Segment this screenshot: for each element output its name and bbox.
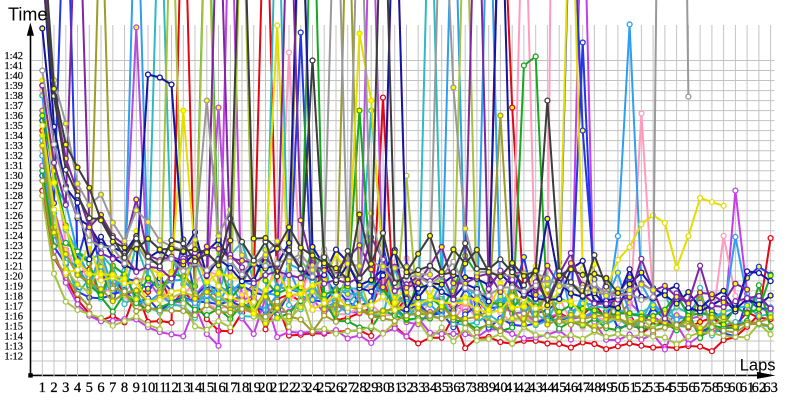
svg-text:1:42: 1:42 (4, 51, 23, 62)
svg-text:1:20: 1:20 (4, 271, 23, 282)
svg-text:38: 38 (470, 380, 485, 396)
svg-text:1:25: 1:25 (4, 221, 23, 232)
svg-text:14: 14 (188, 380, 203, 396)
svg-text:1:39: 1:39 (4, 81, 23, 92)
svg-text:26: 26 (329, 380, 344, 396)
svg-text:49: 49 (599, 380, 614, 396)
svg-text:59: 59 (716, 380, 731, 396)
svg-text:1:22: 1:22 (4, 251, 23, 262)
svg-text:1:17: 1:17 (4, 301, 23, 312)
svg-text:12: 12 (164, 380, 179, 396)
svg-text:2: 2 (50, 380, 57, 396)
svg-text:11: 11 (153, 380, 167, 396)
svg-text:54: 54 (658, 380, 673, 396)
svg-text:1:33: 1:33 (4, 141, 23, 152)
svg-text:1:37: 1:37 (4, 101, 23, 112)
svg-text:40: 40 (493, 380, 508, 396)
svg-text:1:18: 1:18 (4, 291, 23, 302)
svg-text:56: 56 (681, 380, 696, 396)
svg-text:42: 42 (517, 380, 532, 396)
svg-text:6: 6 (97, 380, 104, 396)
svg-text:39: 39 (481, 380, 496, 396)
svg-text:1:12: 1:12 (4, 351, 23, 362)
svg-text:1:24: 1:24 (4, 231, 23, 242)
svg-text:10: 10 (141, 380, 156, 396)
svg-text:1:14: 1:14 (4, 331, 23, 342)
svg-text:8: 8 (121, 380, 128, 396)
svg-text:37: 37 (458, 380, 473, 396)
svg-text:61: 61 (740, 380, 755, 396)
svg-text:57: 57 (693, 380, 708, 396)
svg-text:9: 9 (133, 380, 140, 396)
svg-text:25: 25 (317, 380, 332, 396)
svg-text:1:23: 1:23 (4, 241, 23, 252)
svg-text:58: 58 (705, 380, 720, 396)
svg-text:19: 19 (246, 380, 261, 396)
svg-text:63: 63 (763, 380, 778, 396)
svg-text:20: 20 (258, 380, 273, 396)
svg-text:1:29: 1:29 (4, 181, 23, 192)
svg-text:31: 31 (387, 380, 402, 396)
svg-text:13: 13 (176, 380, 191, 396)
svg-text:Time: Time (8, 5, 47, 25)
svg-text:32: 32 (399, 380, 414, 396)
svg-text:1:36: 1:36 (4, 111, 23, 122)
svg-text:47: 47 (575, 380, 590, 396)
svg-text:1:35: 1:35 (4, 121, 23, 132)
svg-text:62: 62 (752, 380, 767, 396)
svg-text:1:16: 1:16 (4, 311, 23, 322)
svg-text:1:38: 1:38 (4, 91, 23, 102)
svg-text:1:26: 1:26 (4, 211, 23, 222)
svg-text:1:41: 1:41 (4, 61, 23, 72)
svg-text:50: 50 (611, 380, 626, 396)
svg-text:41: 41 (505, 380, 520, 396)
svg-text:1:34: 1:34 (4, 131, 23, 142)
svg-text:7: 7 (109, 380, 116, 396)
svg-text:18: 18 (235, 380, 250, 396)
svg-text:4: 4 (74, 380, 82, 396)
svg-text:15: 15 (200, 380, 215, 396)
svg-text:29: 29 (364, 380, 379, 396)
svg-text:60: 60 (728, 380, 743, 396)
svg-text:1:40: 1:40 (4, 71, 23, 82)
svg-text:44: 44 (540, 380, 555, 396)
svg-text:Laps: Laps (740, 356, 776, 374)
svg-text:1:28: 1:28 (4, 191, 23, 202)
svg-text:16: 16 (211, 380, 226, 396)
svg-text:43: 43 (528, 380, 543, 396)
svg-text:23: 23 (293, 380, 308, 396)
svg-text:3: 3 (62, 380, 69, 396)
svg-text:35: 35 (434, 380, 449, 396)
svg-text:1:21: 1:21 (4, 261, 23, 272)
svg-text:1:30: 1:30 (4, 171, 23, 182)
svg-text:1: 1 (39, 380, 46, 396)
svg-text:1:19: 1:19 (4, 281, 23, 292)
svg-text:1:13: 1:13 (4, 341, 23, 352)
svg-text:45: 45 (552, 380, 567, 396)
svg-text:30: 30 (376, 380, 391, 396)
svg-text:52: 52 (634, 380, 649, 396)
svg-text:27: 27 (340, 380, 355, 396)
svg-text:1:32: 1:32 (4, 151, 23, 162)
svg-text:55: 55 (669, 380, 684, 396)
svg-text:17: 17 (223, 380, 238, 396)
svg-text:22: 22 (282, 380, 297, 396)
svg-text:21: 21 (270, 380, 285, 396)
svg-text:33: 33 (411, 380, 426, 396)
svg-text:24: 24 (305, 380, 320, 396)
svg-text:36: 36 (446, 380, 461, 396)
svg-text:28: 28 (352, 380, 367, 396)
svg-text:34: 34 (423, 380, 438, 396)
svg-text:1:27: 1:27 (4, 201, 23, 212)
svg-text:48: 48 (587, 380, 602, 396)
svg-text:51: 51 (622, 380, 637, 396)
svg-text:46: 46 (564, 380, 579, 396)
svg-text:53: 53 (646, 380, 661, 396)
svg-text:1:15: 1:15 (4, 321, 23, 332)
svg-text:5: 5 (86, 380, 93, 396)
svg-text:1:31: 1:31 (4, 161, 23, 172)
